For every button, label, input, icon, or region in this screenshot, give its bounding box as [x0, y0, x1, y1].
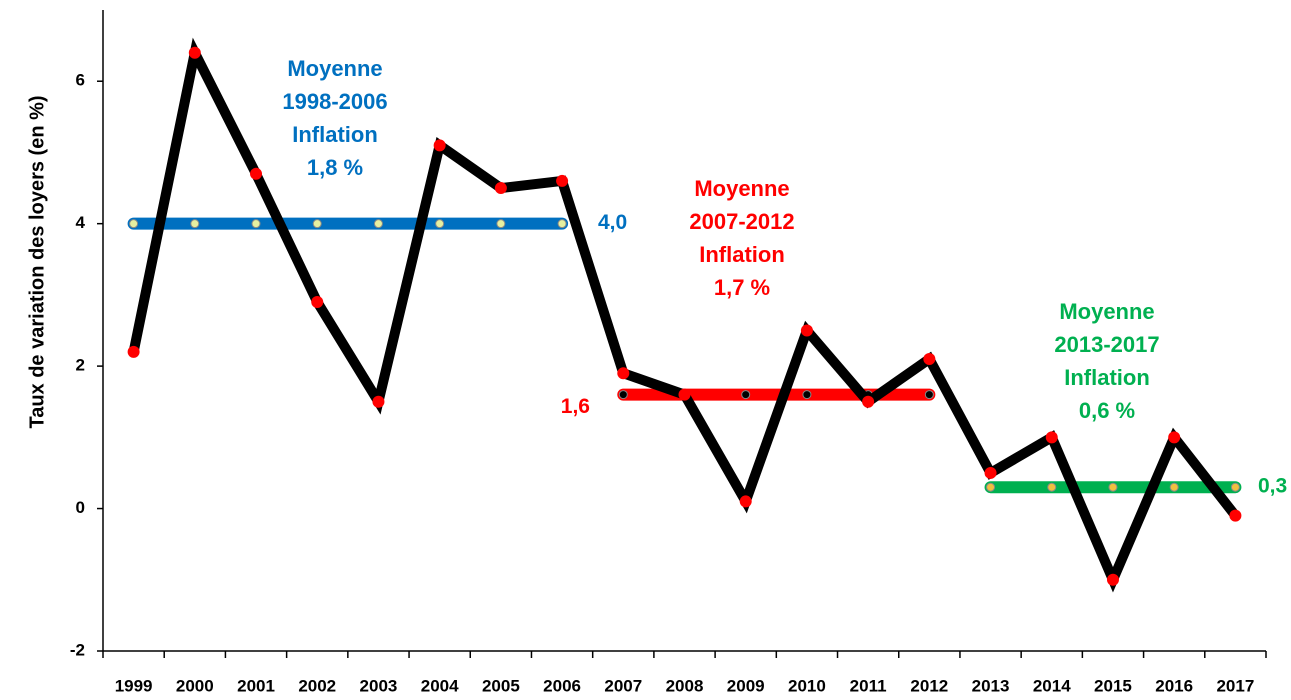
- average-marker: [1230, 482, 1240, 492]
- x-tick-label: 2015: [1094, 676, 1132, 695]
- average-marker: [557, 219, 567, 229]
- average-marker: [986, 482, 996, 492]
- series-marker: [984, 466, 997, 479]
- annotation: Moyenne: [287, 56, 382, 81]
- average-marker: [1108, 482, 1118, 492]
- series-marker: [923, 352, 936, 365]
- series-marker: [1106, 573, 1119, 586]
- x-tick-label: 2016: [1155, 676, 1193, 695]
- series-marker: [1229, 509, 1242, 522]
- x-tick-label: 2006: [543, 676, 581, 695]
- x-tick-label: 2003: [360, 676, 398, 695]
- average-marker: [251, 219, 261, 229]
- annotation: Moyenne: [694, 176, 789, 201]
- y-tick-label: 6: [76, 71, 85, 90]
- x-tick-label: 2001: [237, 676, 275, 695]
- x-tick-label: 2017: [1216, 676, 1254, 695]
- annotation: 2007-2012: [689, 209, 794, 234]
- average-marker: [312, 219, 322, 229]
- average-marker: [618, 390, 628, 400]
- y-tick-label: 2: [76, 356, 85, 375]
- x-tick-label: 2009: [727, 676, 765, 695]
- average-marker: [129, 219, 139, 229]
- x-tick-label: 2013: [972, 676, 1010, 695]
- x-tick-label: 2008: [666, 676, 704, 695]
- series-marker: [739, 495, 752, 508]
- series-marker: [617, 367, 630, 380]
- x-tick-label: 2011: [850, 676, 887, 695]
- series-marker: [1045, 431, 1058, 444]
- average-marker: [1047, 482, 1057, 492]
- average-label: 1,6: [561, 395, 590, 418]
- average-marker: [435, 219, 445, 229]
- average-marker: [924, 390, 934, 400]
- annotation: 1,8 %: [307, 155, 363, 180]
- x-tick-label: 1999: [115, 676, 153, 695]
- x-tick-label: 2005: [482, 676, 520, 695]
- x-tick-label: 2007: [604, 676, 642, 695]
- series-marker: [127, 345, 140, 358]
- series-marker: [494, 182, 507, 195]
- annotation: Inflation: [699, 242, 785, 267]
- series-marker: [372, 395, 385, 408]
- series-marker: [188, 46, 201, 59]
- average-label: 4,0: [598, 211, 627, 234]
- series-marker: [678, 388, 691, 401]
- y-axis-label: Taux de variation des loyers (en %): [26, 95, 48, 428]
- average-marker: [741, 390, 751, 400]
- series-marker: [250, 167, 263, 180]
- series-marker: [800, 324, 813, 337]
- x-tick-label: 2000: [176, 676, 214, 695]
- average-label: 0,3: [1258, 475, 1287, 498]
- annotation: Inflation: [1064, 365, 1150, 390]
- x-tick-label: 2010: [788, 676, 826, 695]
- annotation: 1998-2006: [282, 89, 387, 114]
- average-marker: [496, 219, 506, 229]
- series-marker: [433, 139, 446, 152]
- y-tick-label: 0: [76, 498, 85, 517]
- annotation: 2013-2017: [1054, 332, 1159, 357]
- y-tick-label: 4: [76, 213, 86, 232]
- average-marker: [373, 219, 383, 229]
- annotation: 0,6 %: [1079, 398, 1135, 423]
- series-marker: [862, 395, 875, 408]
- annotation: Moyenne: [1059, 299, 1154, 324]
- series-marker: [556, 174, 569, 187]
- average-marker: [190, 219, 200, 229]
- annotation: Inflation: [292, 122, 378, 147]
- y-tick-label: -2: [70, 640, 85, 659]
- series-marker: [311, 296, 324, 309]
- annotation: 1,7 %: [714, 275, 770, 300]
- x-tick-label: 2004: [421, 676, 459, 695]
- average-marker: [1169, 482, 1179, 492]
- x-tick-label: 2014: [1033, 676, 1071, 695]
- average-marker: [802, 390, 812, 400]
- x-tick-label: 2012: [910, 676, 948, 695]
- x-tick-label: 2002: [298, 676, 336, 695]
- series-marker: [1168, 431, 1181, 444]
